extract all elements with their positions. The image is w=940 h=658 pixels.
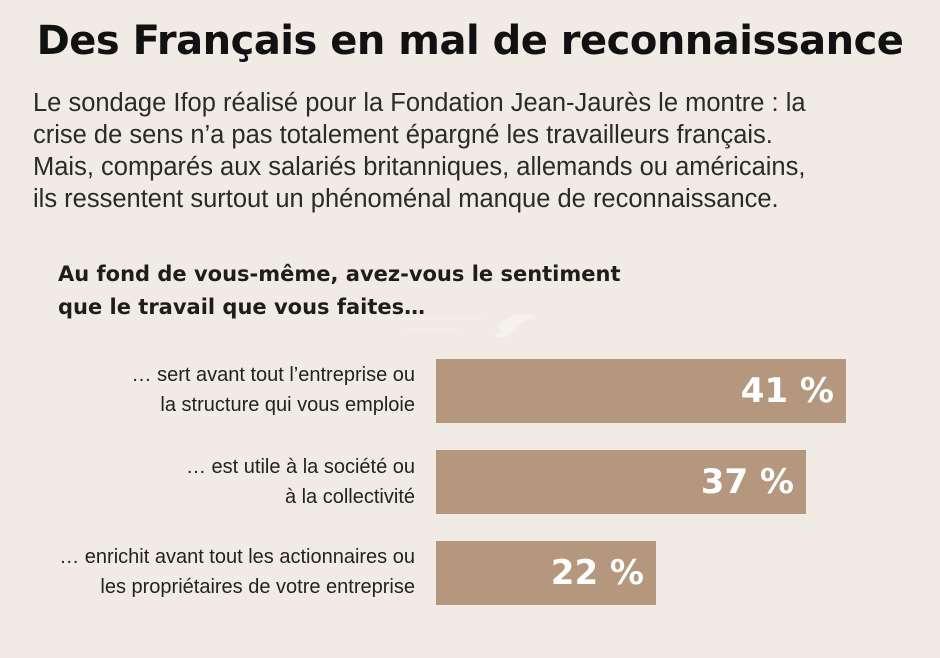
watermark-bird-icon (402, 314, 536, 337)
category-label-line: la structure qui vous emploie (160, 394, 415, 416)
intro-line: crise de sens n’a pas totalement épargné… (33, 121, 773, 149)
category-label-line: … est utile à la société ou (185, 456, 415, 478)
category-label: … sert avant tout l’entreprise ou la str… (132, 360, 415, 420)
intro-line: Le sondage Ifop réalisé pour la Fondatio… (33, 89, 806, 117)
bar: 22 % (436, 541, 656, 605)
category-label-line: les propriétaires de votre entreprise (100, 576, 415, 598)
category-label-line: à la collectivité (284, 486, 415, 508)
intro-line: ils ressentent surtout un phénoménal man… (33, 185, 779, 213)
survey-question: Au fond de vous-même, avez-vous le senti… (58, 258, 658, 324)
data-label: 41 % (740, 371, 834, 411)
intro-line: Mais, comparés aux salariés britanniques… (33, 153, 806, 181)
question-line: que le travail que vous faites… (58, 295, 426, 319)
bar: 41 % (436, 359, 846, 423)
category-label: … enrichit avant tout les actionnaires o… (59, 542, 415, 602)
data-label: 22 % (550, 553, 644, 593)
page-title: Des Français en mal de reconnaissance (36, 18, 904, 64)
category-label-line: … sert avant tout l’entreprise ou (131, 364, 415, 386)
data-label: 37 % (700, 462, 794, 502)
category-label: … est utile à la société ou à la collect… (186, 452, 415, 512)
intro-paragraph: Le sondage Ifop réalisé pour la Fondatio… (33, 87, 913, 215)
question-line: Au fond de vous-même, avez-vous le senti… (58, 262, 621, 286)
category-label-line: … enrichit avant tout les actionnaires o… (59, 546, 415, 568)
bar: 37 % (436, 450, 806, 514)
